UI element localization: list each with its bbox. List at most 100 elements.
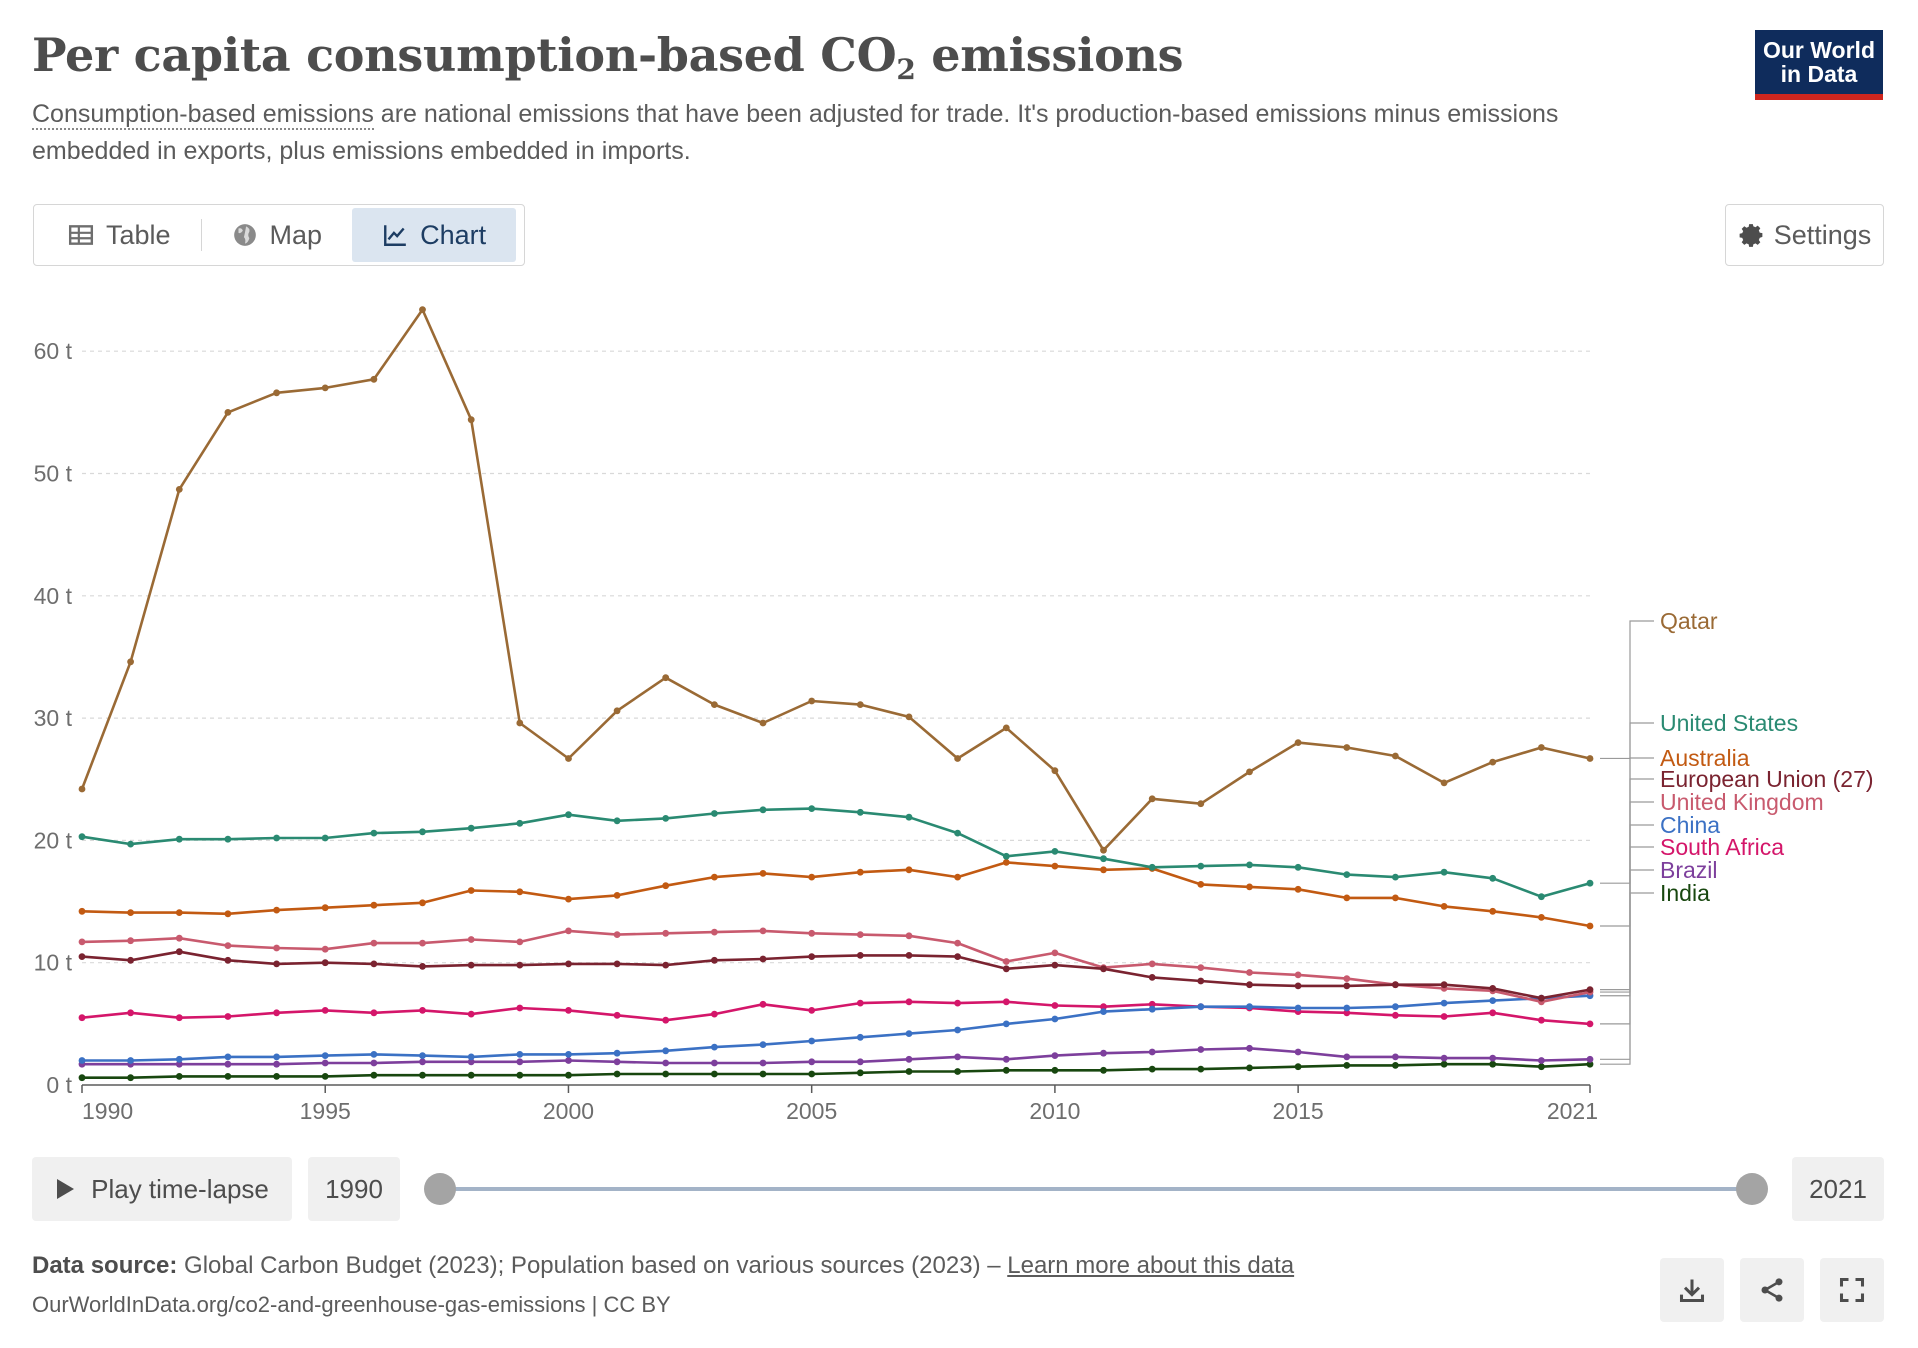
data-point-qatar <box>78 785 86 793</box>
data-point-united-kingdom <box>1197 964 1205 971</box>
data-point-brazil <box>1002 1055 1010 1063</box>
data-point-united-kingdom <box>78 938 86 946</box>
data-point-united-kingdom <box>711 928 718 936</box>
series-line-india <box>82 1062 1591 1080</box>
data-point-brazil <box>467 1058 475 1066</box>
tab-chart[interactable]: Chart <box>352 208 517 262</box>
y-tick-label: 20 t <box>34 827 73 853</box>
data-point-united-states <box>1197 862 1205 870</box>
data-point-australia <box>127 909 134 916</box>
data-point-qatar <box>954 755 961 762</box>
data-point-european-union-27 <box>759 955 767 963</box>
legend-connector-united-states <box>1600 722 1654 884</box>
settings-button[interactable]: Settings <box>1725 204 1884 266</box>
data-point-european-union-27 <box>711 956 718 964</box>
data-point-united-kingdom <box>759 927 767 935</box>
data-point-south-africa <box>1051 1002 1059 1009</box>
tab-table[interactable]: Table <box>38 208 201 262</box>
start-year-label[interactable]: 1990 <box>308 1157 400 1221</box>
legend-connector-australia <box>1600 757 1654 927</box>
data-point-australia <box>78 907 86 915</box>
data-point-united-kingdom <box>467 936 475 943</box>
data-point-south-africa <box>1586 1020 1594 1028</box>
data-point-brazil <box>1246 1044 1253 1052</box>
data-point-brazil <box>370 1059 378 1067</box>
data-point-china <box>565 1051 572 1058</box>
data-point-united-states <box>1343 871 1351 878</box>
tab-map[interactable]: Map <box>202 208 353 262</box>
start-year-handle[interactable] <box>424 1173 456 1205</box>
view-tabs: Table Map Chart <box>33 204 525 266</box>
series-line-european-union-27 <box>81 950 1591 1000</box>
source-url[interactable]: OurWorldInData.org/co2-and-greenhouse-ga… <box>32 1292 671 1317</box>
data-point-australia <box>1538 914 1545 921</box>
data-point-united-kingdom <box>856 931 864 938</box>
x-tick-label: 1990 <box>82 1098 133 1120</box>
data-point-brazil <box>1343 1053 1351 1061</box>
data-point-south-africa <box>1392 1011 1399 1019</box>
data-point-china <box>516 1051 524 1058</box>
data-point-european-union-27 <box>662 961 670 969</box>
data-point-united-kingdom <box>1051 949 1059 957</box>
data-point-china <box>1100 1008 1107 1015</box>
data-point-qatar <box>1392 752 1399 760</box>
data-point-qatar <box>905 713 913 721</box>
data-point-china <box>127 1057 134 1064</box>
data-point-united-states <box>1100 855 1107 863</box>
end-year-handle[interactable] <box>1736 1173 1768 1205</box>
download-button[interactable] <box>1660 1258 1724 1322</box>
data-point-qatar <box>224 409 232 416</box>
data-point-european-union-27 <box>954 953 961 960</box>
legend-connector-south-africa <box>1600 846 1654 1025</box>
legend-connector-china <box>1600 824 1654 997</box>
data-point-united-states <box>175 835 183 843</box>
fullscreen-button[interactable] <box>1820 1258 1884 1322</box>
timeline-track[interactable] <box>440 1187 1758 1191</box>
data-point-south-africa <box>613 1011 621 1019</box>
data-point-united-states <box>273 834 280 842</box>
data-point-united-states <box>1294 863 1302 871</box>
data-point-india <box>467 1071 475 1079</box>
data-point-south-africa <box>321 1007 329 1014</box>
data-point-european-union-27 <box>565 960 572 968</box>
data-point-european-union-27 <box>1148 974 1156 981</box>
play-timelapse-button[interactable]: Play time-lapse <box>32 1157 292 1221</box>
definition-link[interactable]: Consumption-based emissions <box>32 100 374 130</box>
learn-more-link[interactable]: Learn more about this data <box>1007 1252 1295 1279</box>
fullscreen-icon <box>1839 1277 1865 1303</box>
data-point-india <box>1343 1062 1351 1069</box>
data-point-united-kingdom <box>175 934 183 942</box>
data-point-qatar <box>565 755 572 762</box>
data-point-south-africa <box>565 1007 572 1014</box>
data-point-south-africa <box>954 999 961 1007</box>
data-point-united-states <box>419 828 426 836</box>
data-point-brazil <box>1294 1048 1302 1056</box>
legend-label-india: India <box>1660 880 1710 906</box>
data-point-united-kingdom <box>613 931 621 938</box>
owid-logo[interactable]: Our World in Data <box>1755 30 1883 100</box>
data-point-united-states <box>1392 873 1399 881</box>
data-point-brazil <box>1538 1057 1545 1064</box>
data-point-united-kingdom <box>1343 975 1351 982</box>
data-point-brazil <box>905 1055 913 1063</box>
globe-icon <box>233 224 256 246</box>
data-point-united-states <box>1051 848 1059 855</box>
share-button[interactable] <box>1740 1258 1804 1322</box>
data-point-brazil <box>565 1057 572 1064</box>
data-point-qatar <box>127 658 134 666</box>
data-point-united-states <box>565 811 572 819</box>
data-point-india <box>662 1070 670 1078</box>
end-year-label[interactable]: 2021 <box>1792 1157 1884 1221</box>
data-point-united-states <box>1246 861 1253 869</box>
data-point-brazil <box>1197 1046 1205 1053</box>
data-point-india <box>1197 1065 1205 1073</box>
download-icon <box>1679 1279 1705 1303</box>
tab-divider <box>200 219 202 251</box>
data-point-south-africa <box>273 1009 280 1017</box>
data-point-china <box>419 1052 426 1059</box>
data-point-australia <box>1294 885 1302 893</box>
data-point-china <box>175 1055 183 1063</box>
timeline-bar: Play time-lapse 1990 2021 <box>32 1157 1884 1221</box>
line-chart: 0 t 10 t 20 t 30 t 40 t 50 t 60 t 1990 1995 2000 2… <box>34 306 1874 1120</box>
legend-connector-brazil <box>1600 869 1654 1060</box>
